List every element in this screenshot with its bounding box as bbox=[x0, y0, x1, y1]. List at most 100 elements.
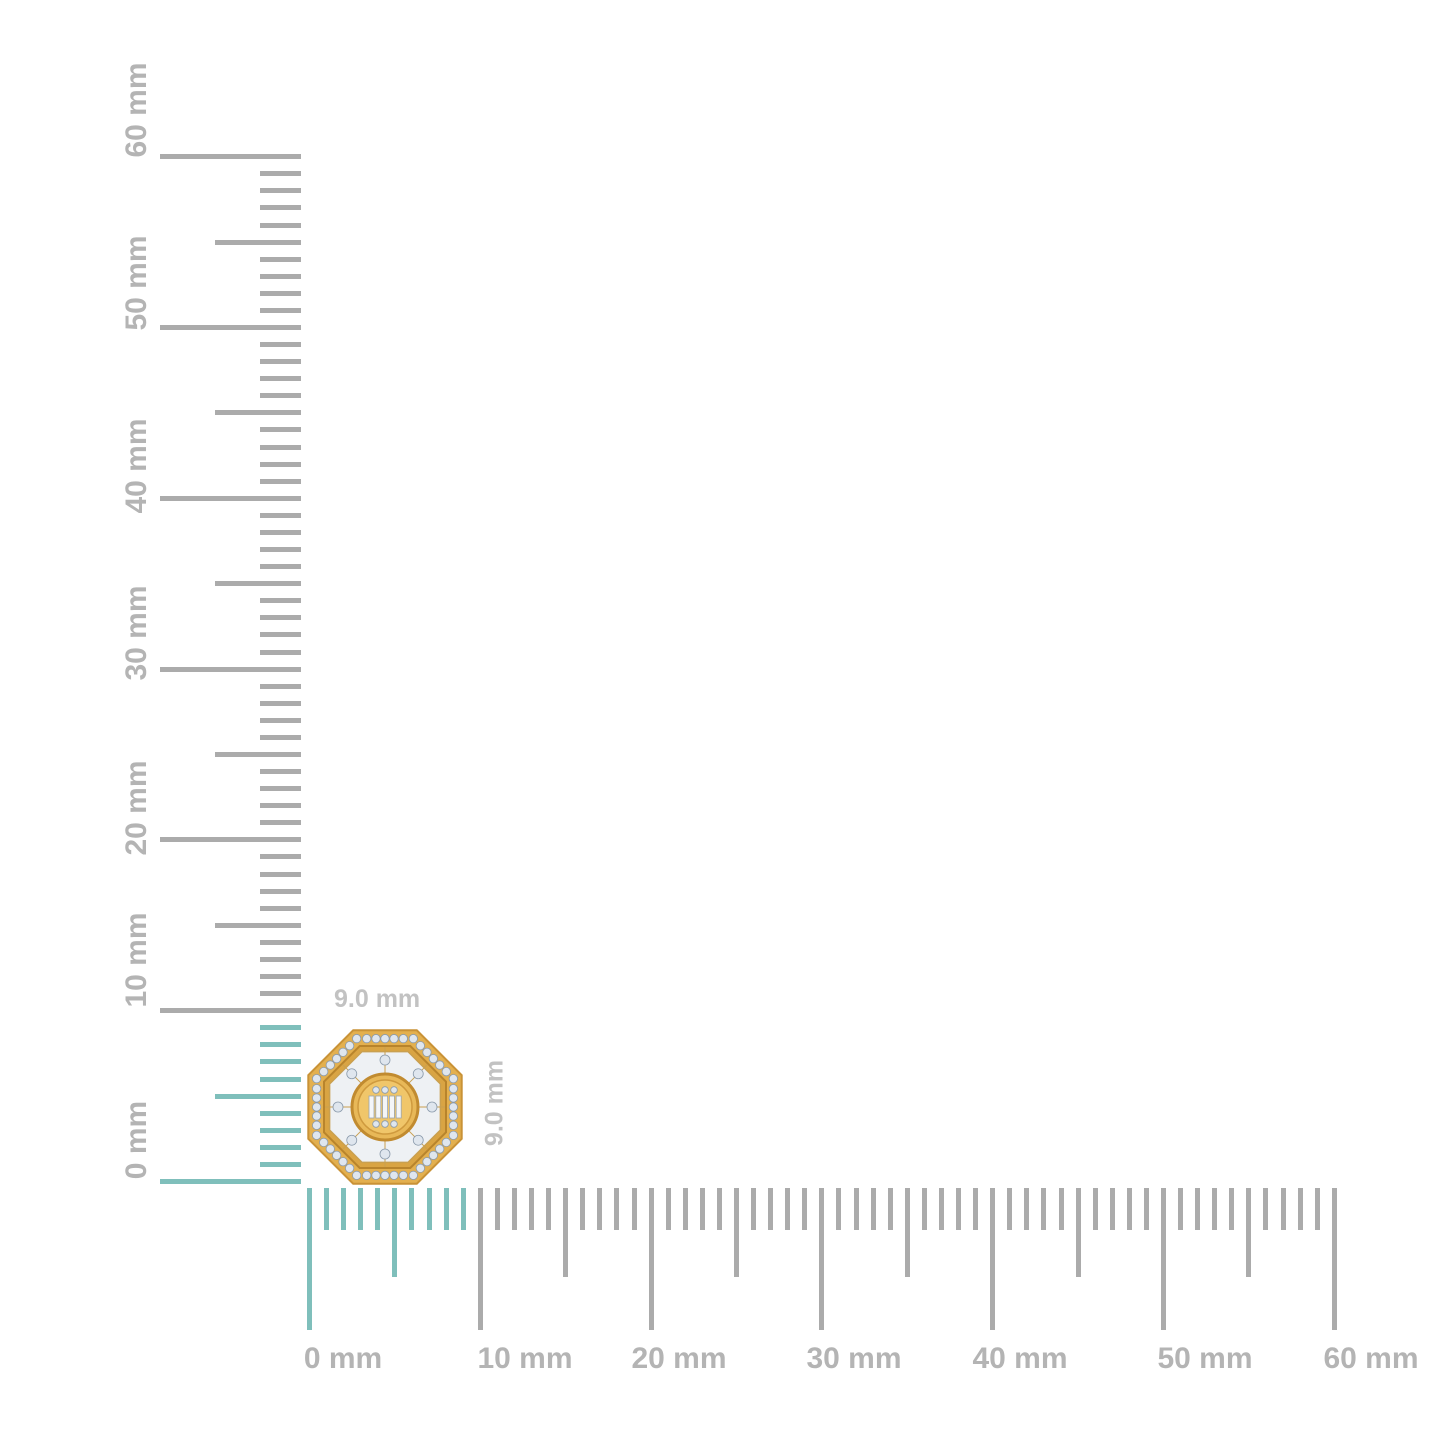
width-dimension: 9.0 mm bbox=[334, 985, 421, 1013]
halo-diamond bbox=[338, 1157, 348, 1167]
h-tick-58 bbox=[1297, 1188, 1303, 1230]
h-tick-9 bbox=[460, 1188, 466, 1230]
v-tick-19 bbox=[260, 854, 301, 860]
h-tick-59 bbox=[1314, 1188, 1320, 1230]
halo-diamond bbox=[389, 1170, 399, 1180]
h-tick-41 bbox=[1007, 1188, 1013, 1230]
h-tick-22 bbox=[682, 1188, 688, 1230]
v-tick-55 bbox=[215, 239, 301, 245]
accent-diamond bbox=[346, 1134, 358, 1146]
halo-diamond bbox=[312, 1130, 322, 1140]
v-tick-22 bbox=[260, 803, 301, 809]
v-tick-44 bbox=[260, 427, 301, 433]
h-tick-11 bbox=[494, 1188, 500, 1230]
baguette-diamond bbox=[395, 1095, 402, 1119]
halo-diamond bbox=[345, 1041, 355, 1051]
accent-diamond bbox=[426, 1101, 438, 1113]
h-tick-34 bbox=[887, 1188, 893, 1230]
halo-diamond bbox=[345, 1163, 355, 1173]
h-tick-18 bbox=[614, 1188, 620, 1230]
baguette-diamond bbox=[382, 1095, 388, 1119]
v-tick-40 bbox=[160, 495, 301, 501]
accent-diamond bbox=[379, 1054, 391, 1066]
h-tick-43 bbox=[1041, 1188, 1047, 1230]
h-tick-36 bbox=[921, 1188, 927, 1230]
h-tick-53 bbox=[1212, 1188, 1218, 1230]
halo-diamond bbox=[415, 1163, 425, 1173]
halo-diamond bbox=[415, 1041, 425, 1051]
h-tick-38 bbox=[956, 1188, 962, 1230]
h-tick-26 bbox=[751, 1188, 757, 1230]
h-tick-33 bbox=[870, 1188, 876, 1230]
v-tick-4 bbox=[260, 1110, 301, 1116]
octagon-earring-image bbox=[307, 1029, 463, 1185]
h-tick-30 bbox=[819, 1188, 825, 1330]
halo-diamond bbox=[352, 1170, 362, 1180]
v-tick-25 bbox=[215, 752, 301, 757]
halo-diamond bbox=[380, 1034, 390, 1044]
v-tick-3 bbox=[260, 1127, 301, 1133]
v-tick-14 bbox=[260, 939, 301, 945]
halo-diamond bbox=[428, 1150, 438, 1160]
v-tick-39 bbox=[260, 512, 301, 518]
accent-diamond bbox=[346, 1068, 358, 1080]
v-tick-42 bbox=[260, 461, 301, 467]
v-tick-7 bbox=[260, 1059, 301, 1065]
v-tick-33 bbox=[260, 615, 301, 621]
v-tick-57 bbox=[260, 205, 301, 211]
v-tick-9 bbox=[260, 1025, 301, 1031]
v-tick-53 bbox=[260, 273, 301, 279]
halo-diamond bbox=[312, 1074, 322, 1084]
halo-diamond bbox=[435, 1144, 445, 1154]
h-tick-1 bbox=[324, 1188, 330, 1230]
v-tick-8 bbox=[260, 1042, 301, 1048]
v-tick-27 bbox=[260, 717, 301, 723]
v-tick-35 bbox=[215, 581, 301, 587]
accent-diamond bbox=[412, 1068, 424, 1080]
v-tick-12 bbox=[260, 974, 301, 980]
v-tick-21 bbox=[260, 820, 301, 826]
halo-diamond bbox=[441, 1137, 451, 1147]
accent-diamond bbox=[332, 1101, 344, 1113]
halo-diamond bbox=[352, 1034, 362, 1044]
h-tick-20 bbox=[648, 1188, 654, 1330]
h-tick-29 bbox=[802, 1188, 808, 1230]
v-tick-30 bbox=[160, 666, 301, 672]
v-tick-1 bbox=[260, 1161, 301, 1167]
v-tick-18 bbox=[260, 871, 301, 877]
v-tick-51 bbox=[260, 307, 301, 313]
v-tick-58 bbox=[260, 188, 301, 194]
halo-diamond bbox=[371, 1170, 381, 1180]
h-tick-32 bbox=[853, 1188, 859, 1230]
v-tick-50 bbox=[160, 325, 301, 330]
halo-diamond bbox=[435, 1060, 445, 1070]
halo-diamond bbox=[422, 1157, 432, 1167]
h-tick-17 bbox=[597, 1188, 603, 1230]
h-tick-5 bbox=[392, 1188, 398, 1277]
v-tick-2 bbox=[260, 1144, 301, 1150]
halo-diamond bbox=[428, 1054, 438, 1064]
h-tick-51 bbox=[1178, 1188, 1184, 1230]
v-label-60: 60 mm bbox=[120, 62, 153, 158]
v-label-10: 10 mm bbox=[120, 912, 153, 1008]
halo-diamond bbox=[448, 1111, 458, 1121]
halo-diamond bbox=[325, 1144, 335, 1154]
halo-diamond bbox=[332, 1054, 342, 1064]
v-tick-29 bbox=[260, 683, 301, 689]
center-diamond bbox=[372, 1120, 380, 1128]
halo-diamond bbox=[441, 1067, 451, 1077]
v-tick-45 bbox=[215, 410, 301, 416]
h-tick-12 bbox=[511, 1188, 517, 1230]
h-tick-10 bbox=[477, 1188, 483, 1330]
h-tick-6 bbox=[409, 1188, 415, 1230]
v-label-40: 40 mm bbox=[120, 418, 153, 514]
h-tick-37 bbox=[938, 1188, 944, 1230]
h-tick-8 bbox=[443, 1188, 449, 1230]
h-tick-27 bbox=[768, 1188, 774, 1230]
baguette-diamond bbox=[375, 1095, 382, 1119]
baguette-diamond bbox=[368, 1095, 375, 1119]
halo-diamond bbox=[398, 1170, 408, 1180]
halo-diamond bbox=[448, 1130, 458, 1140]
v-tick-24 bbox=[260, 769, 301, 775]
